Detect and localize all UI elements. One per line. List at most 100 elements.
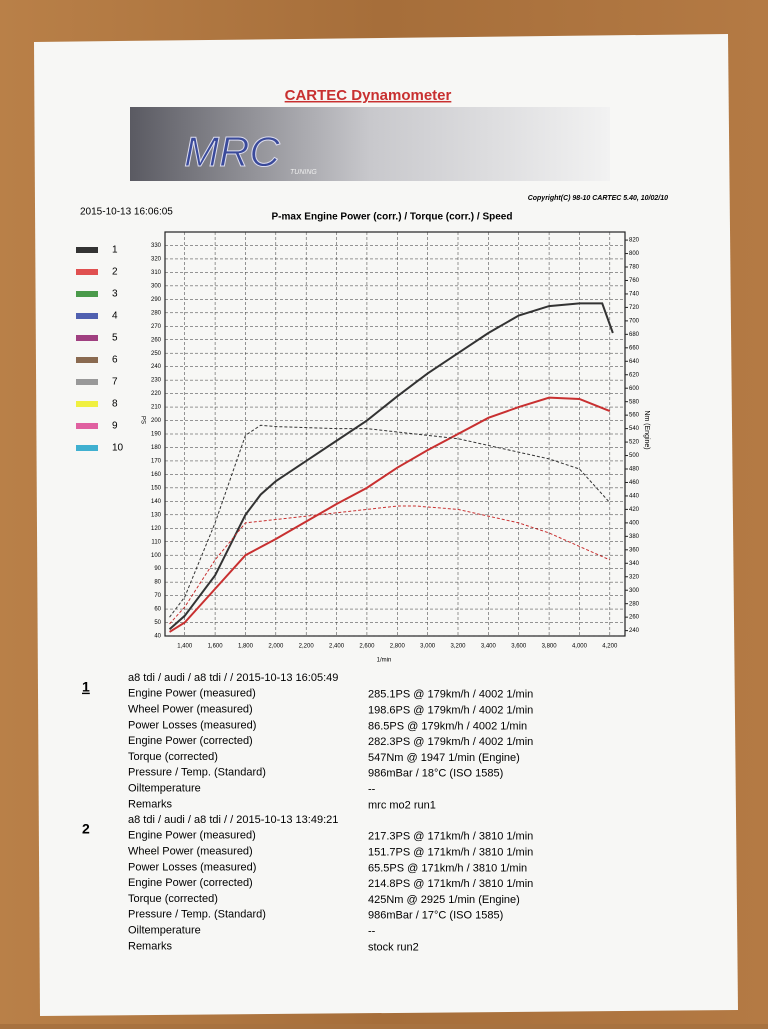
- y-tick-label: 40: [154, 634, 161, 640]
- result-value: 217.3PS @ 171km/h / 3810 1/min: [368, 831, 533, 843]
- print-date: 2015-10-13 16:06:05: [80, 207, 173, 218]
- y-tick-label: 270: [151, 324, 162, 330]
- y2-tick-label: 240: [629, 628, 640, 634]
- x-tick-label: 3,800: [542, 644, 558, 650]
- result-label: Engine Power (measured): [128, 830, 256, 842]
- legend-swatch: [76, 269, 98, 275]
- result-label: Oiltemperature: [128, 925, 201, 937]
- legend-swatch: [76, 335, 98, 341]
- result-value: mrc mo2 run1: [368, 799, 436, 811]
- series-line: [169, 396, 611, 633]
- result-label: Remarks: [128, 940, 173, 952]
- y2-tick-label: 640: [629, 359, 640, 365]
- x-tick-label: 3,600: [511, 644, 527, 650]
- y2-tick-label: 260: [629, 615, 640, 621]
- y-tick-label: 190: [151, 432, 162, 438]
- y-tick-label: 330: [151, 243, 162, 249]
- x-tick-label: 1,800: [238, 644, 254, 650]
- x-tick-label: 3,400: [481, 644, 497, 650]
- result-label: Pressure / Temp. (Standard): [128, 909, 266, 921]
- logo-sub: TUNING: [290, 169, 317, 176]
- logo: MRC: [184, 128, 280, 175]
- result-value: 198.6PS @ 179km/h / 4002 1/min: [368, 705, 533, 717]
- legend-swatch: [76, 401, 98, 407]
- x-tick-label: 3,200: [450, 644, 466, 650]
- legend-label: 3: [112, 289, 118, 300]
- result-label: Torque (corrected): [128, 751, 218, 763]
- result-value: 86.5PS @ 179km/h / 4002 1/min: [368, 720, 527, 732]
- legend-swatch: [76, 423, 98, 429]
- y-tick-label: 300: [151, 283, 162, 289]
- legend-label: 5: [112, 333, 118, 344]
- y-tick-label: 310: [151, 270, 162, 276]
- paper: [34, 34, 738, 1016]
- result-value: 547Nm @ 1947 1/min (Engine): [368, 752, 520, 764]
- y-tick-label: 220: [151, 391, 162, 397]
- y-tick-label: 230: [151, 378, 162, 384]
- y2-tick-label: 760: [629, 278, 640, 284]
- y-tick-label: 50: [154, 620, 161, 626]
- y2-tick-label: 720: [629, 305, 640, 311]
- result-label: Power Losses (measured): [128, 861, 256, 873]
- result-label: Power Losses (measured): [128, 719, 256, 731]
- y2-tick-label: 780: [629, 265, 640, 271]
- result-value: --: [368, 926, 376, 938]
- legend-swatch: [76, 379, 98, 385]
- x-tick-label: 2,000: [268, 644, 284, 650]
- chart-title: P-max Engine Power (corr.) / Torque (cor…: [272, 212, 513, 223]
- legend-swatch: [76, 445, 98, 451]
- y-tick-label: 120: [151, 526, 162, 532]
- legend-label: 6: [112, 355, 118, 366]
- y2-tick-label: 660: [629, 345, 640, 351]
- x-tick-label: 2,800: [390, 644, 406, 650]
- run-number: 1: [82, 679, 90, 695]
- run-header: a8 tdi / audi / a8 tdi / / 2015-10-13 16…: [128, 672, 338, 684]
- y2-tick-label: 680: [629, 332, 640, 338]
- result-value: 425Nm @ 2925 1/min (Engine): [368, 894, 520, 906]
- y2-tick-label: 280: [629, 601, 640, 607]
- y2-tick-label: 580: [629, 399, 640, 405]
- x-tick-label: 1,600: [208, 644, 224, 650]
- result-value: 986mBar / 18°C (ISO 1585): [368, 768, 503, 780]
- y2-tick-label: 520: [629, 440, 640, 446]
- result-value: 65.5PS @ 171km/h / 3810 1/min: [368, 862, 527, 874]
- legend-label: 1: [112, 245, 118, 256]
- y-tick-label: 70: [154, 593, 161, 599]
- y-tick-label: 150: [151, 485, 162, 491]
- result-value: 282.3PS @ 179km/h / 4002 1/min: [368, 736, 533, 748]
- y2-tick-label: 440: [629, 494, 640, 500]
- y-tick-label: 170: [151, 459, 162, 465]
- x-tick-label: 4,200: [602, 644, 618, 650]
- result-label: Pressure / Temp. (Standard): [128, 767, 266, 779]
- result-label: Wheel Power (measured): [128, 704, 253, 716]
- result-label: Oiltemperature: [128, 783, 201, 795]
- x-tick-label: 4,000: [572, 644, 588, 650]
- y2-tick-label: 740: [629, 292, 640, 298]
- y2-tick-label: 820: [629, 238, 640, 244]
- x-tick-label: 1,400: [177, 644, 193, 650]
- y-tick-label: 90: [154, 566, 161, 572]
- y-tick-label: 130: [151, 512, 162, 518]
- legend-label: 10: [112, 443, 124, 454]
- y-tick-label: 180: [151, 445, 162, 451]
- legend-swatch: [76, 313, 98, 319]
- logo-banner: [130, 107, 610, 181]
- y2-tick-label: 400: [629, 520, 640, 526]
- result-label: Engine Power (corrected): [128, 735, 253, 747]
- y-tick-label: 160: [151, 472, 162, 478]
- y2-tick-label: 500: [629, 453, 640, 459]
- y2-tick-label: 340: [629, 561, 640, 567]
- y-tick-label: 260: [151, 337, 162, 343]
- legend-label: 4: [112, 311, 118, 322]
- result-label: Remarks: [128, 798, 173, 810]
- copyright: Copyright(C) 98-10 CARTEC 5.40, 10/02/10: [528, 195, 668, 202]
- run-number: 2: [82, 821, 90, 837]
- result-value: 151.7PS @ 171km/h / 3810 1/min: [368, 847, 533, 859]
- y2-tick-label: 380: [629, 534, 640, 540]
- series-line: [168, 302, 614, 631]
- legend-label: 7: [112, 377, 118, 388]
- y-tick-label: 250: [151, 351, 162, 357]
- y2-tick-label: 320: [629, 574, 640, 580]
